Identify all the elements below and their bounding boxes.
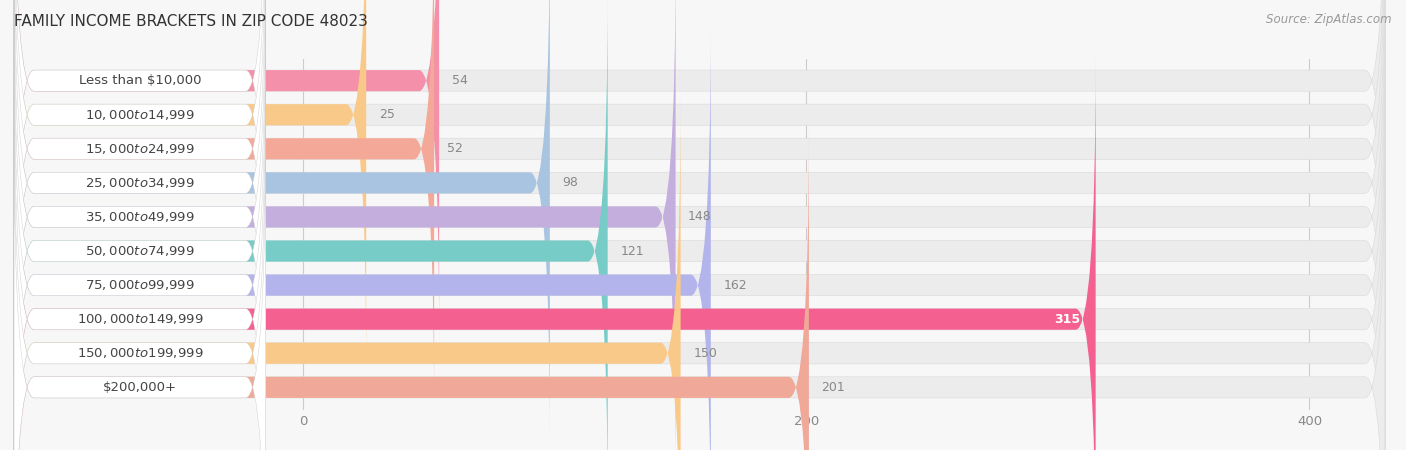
FancyBboxPatch shape xyxy=(14,125,1385,450)
Text: 98: 98 xyxy=(562,176,578,189)
FancyBboxPatch shape xyxy=(14,0,1385,445)
FancyBboxPatch shape xyxy=(14,23,266,450)
FancyBboxPatch shape xyxy=(14,0,1385,450)
Text: $75,000 to $99,999: $75,000 to $99,999 xyxy=(84,278,194,292)
FancyBboxPatch shape xyxy=(14,125,266,450)
FancyBboxPatch shape xyxy=(14,23,711,450)
FancyBboxPatch shape xyxy=(14,23,1385,450)
Text: 315: 315 xyxy=(1054,313,1081,326)
Text: 52: 52 xyxy=(447,142,463,155)
FancyBboxPatch shape xyxy=(14,91,681,450)
FancyBboxPatch shape xyxy=(14,0,366,377)
FancyBboxPatch shape xyxy=(14,0,1385,377)
Text: Less than $10,000: Less than $10,000 xyxy=(79,74,201,87)
FancyBboxPatch shape xyxy=(14,57,1385,450)
FancyBboxPatch shape xyxy=(14,0,1385,411)
Text: $200,000+: $200,000+ xyxy=(103,381,177,394)
Text: 201: 201 xyxy=(821,381,845,394)
FancyBboxPatch shape xyxy=(14,91,1385,450)
Text: Source: ZipAtlas.com: Source: ZipAtlas.com xyxy=(1267,14,1392,27)
FancyBboxPatch shape xyxy=(14,0,676,450)
FancyBboxPatch shape xyxy=(14,0,266,450)
FancyBboxPatch shape xyxy=(14,0,1385,343)
Text: $35,000 to $49,999: $35,000 to $49,999 xyxy=(84,210,194,224)
FancyBboxPatch shape xyxy=(14,0,266,445)
Text: 54: 54 xyxy=(451,74,468,87)
FancyBboxPatch shape xyxy=(14,0,607,450)
FancyBboxPatch shape xyxy=(14,0,266,411)
Text: 121: 121 xyxy=(620,244,644,257)
FancyBboxPatch shape xyxy=(14,57,1095,450)
Text: FAMILY INCOME BRACKETS IN ZIP CODE 48023: FAMILY INCOME BRACKETS IN ZIP CODE 48023 xyxy=(14,14,368,28)
Text: 148: 148 xyxy=(688,211,711,224)
Text: $150,000 to $199,999: $150,000 to $199,999 xyxy=(76,346,202,360)
Text: $50,000 to $74,999: $50,000 to $74,999 xyxy=(84,244,194,258)
Text: $100,000 to $149,999: $100,000 to $149,999 xyxy=(76,312,202,326)
Text: $25,000 to $34,999: $25,000 to $34,999 xyxy=(84,176,194,190)
FancyBboxPatch shape xyxy=(14,0,266,343)
FancyBboxPatch shape xyxy=(14,0,550,445)
FancyBboxPatch shape xyxy=(14,125,808,450)
Text: 162: 162 xyxy=(723,279,747,292)
Text: $10,000 to $14,999: $10,000 to $14,999 xyxy=(84,108,194,122)
FancyBboxPatch shape xyxy=(14,0,266,450)
FancyBboxPatch shape xyxy=(14,57,266,450)
FancyBboxPatch shape xyxy=(14,0,439,343)
FancyBboxPatch shape xyxy=(14,0,266,377)
FancyBboxPatch shape xyxy=(14,91,266,450)
FancyBboxPatch shape xyxy=(14,0,434,411)
FancyBboxPatch shape xyxy=(14,0,1385,450)
Text: 150: 150 xyxy=(693,347,717,360)
Text: 25: 25 xyxy=(378,108,395,121)
Text: $15,000 to $24,999: $15,000 to $24,999 xyxy=(84,142,194,156)
